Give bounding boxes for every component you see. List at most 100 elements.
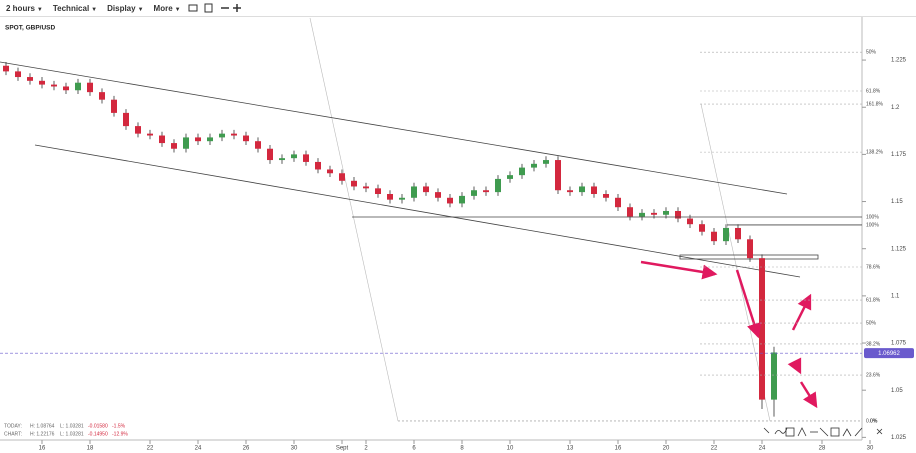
y-tick-label: 1.175 [891, 152, 907, 158]
channel-line [34, 144, 801, 278]
candle-body [171, 143, 177, 149]
y-tick-label: 1.1 [891, 293, 900, 299]
y-tick-label: 1.05 [891, 388, 903, 394]
stat-percent: -12.9% [112, 431, 128, 437]
x-tick-label: 18 [87, 446, 94, 452]
candle-body [111, 99, 117, 113]
arrow [640, 260, 718, 280]
x-tick-label: 2 [364, 446, 368, 452]
arrows [640, 260, 818, 409]
tool-icon[interactable] [774, 427, 788, 435]
stat-high: H: 1.08764 [30, 423, 55, 429]
candle-body [567, 190, 573, 193]
y-tick-label: 1.225 [891, 58, 907, 64]
candle-body [531, 163, 537, 168]
x-tick-label: 13 [567, 446, 574, 452]
candle-body [495, 178, 501, 193]
candles [3, 61, 777, 417]
candle-body [555, 160, 561, 191]
candle-body [255, 141, 261, 149]
candle-body [747, 239, 753, 259]
arrow [787, 357, 802, 375]
menu-label: 2 hours [6, 3, 35, 13]
stat-high: H: 1.22176 [30, 431, 55, 437]
candle-body [87, 82, 93, 93]
fib-label: 23.6% [866, 372, 881, 378]
stat-low: L: 1.03281 [60, 423, 84, 429]
candle-body [183, 137, 189, 149]
tool-icon[interactable] [819, 427, 829, 437]
caret: ▼ [137, 6, 144, 13]
menu-label: Display [107, 3, 136, 13]
candle-body [387, 194, 393, 200]
fib-label: 61.8% [866, 88, 881, 94]
candle-body [603, 194, 609, 198]
save-icon[interactable] [204, 3, 213, 13]
chart: SPOT, GBP/USD 1.025 1.05 1.075 1.1 1.125 1.15… [0, 17, 914, 452]
candle-body [267, 148, 273, 161]
tool-icon[interactable] [830, 427, 840, 437]
tool-icon[interactable] [842, 428, 852, 437]
x-tick-label: 16 [615, 446, 622, 452]
x-tick-label: 24 [759, 446, 766, 452]
fib-anchor-line [309, 17, 399, 422]
candle-body [147, 133, 153, 136]
fib-label: 100% [866, 214, 879, 220]
x-tick-label: 26 [243, 446, 250, 452]
candle-body [99, 92, 105, 100]
close-icon[interactable] [876, 428, 883, 435]
stat-label: CHART: [4, 431, 22, 437]
tool-icon[interactable] [763, 427, 770, 434]
candle-body [219, 133, 225, 138]
candle-body [243, 135, 249, 142]
candle-body [723, 227, 729, 242]
y-tick-label: 1.075 [891, 341, 907, 347]
stat-label: TODAY: [4, 423, 22, 429]
last-price-label: 1.06962 [878, 351, 900, 357]
fib-label: 61.8% [866, 297, 881, 303]
y-tick-label: 1.15 [891, 199, 903, 205]
menu-item[interactable]: Technical ▼ [53, 4, 97, 13]
x-tick-label: 30 [291, 446, 298, 452]
channel-line [0, 61, 788, 195]
candle-body [3, 65, 9, 72]
instrument-title: SPOT, GBP/USD [5, 25, 56, 32]
candle-body [231, 133, 237, 136]
candle-body [627, 207, 633, 217]
candle-body [447, 197, 453, 204]
fib-label: 78.6% [866, 264, 881, 270]
candle-body [591, 186, 597, 195]
candle-body [699, 224, 705, 232]
menu-item[interactable]: More ▼ [154, 4, 181, 13]
x-tick-label: 22 [147, 446, 154, 452]
caret: ▼ [174, 6, 181, 13]
tool-icon[interactable] [785, 427, 795, 437]
x-tick-label: 16 [39, 446, 46, 452]
tool-icon[interactable] [854, 427, 863, 437]
menu-item[interactable]: Display ▼ [107, 4, 143, 13]
tool-icon[interactable] [797, 427, 807, 437]
fib-label: 100% [866, 222, 879, 228]
menu-label: Technical [52, 3, 90, 13]
x-tick-label: 20 [663, 446, 670, 452]
candle-body [135, 126, 141, 134]
fib-label: 38.2% [866, 341, 881, 347]
candle-body [411, 186, 417, 198]
candle-body [351, 180, 357, 187]
candle-body [159, 135, 165, 144]
candle-body [687, 218, 693, 225]
last-price-box [864, 348, 914, 359]
candle-body [483, 190, 489, 193]
candle-body [759, 258, 765, 400]
arrow [799, 381, 818, 409]
open-icon[interactable] [188, 4, 198, 12]
stat-change: -0.01580 [88, 423, 108, 429]
fib-label: 50% [866, 320, 877, 326]
y-tick-label: 1.125 [891, 246, 907, 252]
candle-body [675, 210, 681, 219]
fib-label: 50% [866, 49, 877, 55]
candle-body [459, 195, 465, 204]
menu-item[interactable]: 2 hours ▼ [6, 4, 43, 13]
candle-body [15, 71, 21, 78]
candle-body [471, 190, 477, 196]
